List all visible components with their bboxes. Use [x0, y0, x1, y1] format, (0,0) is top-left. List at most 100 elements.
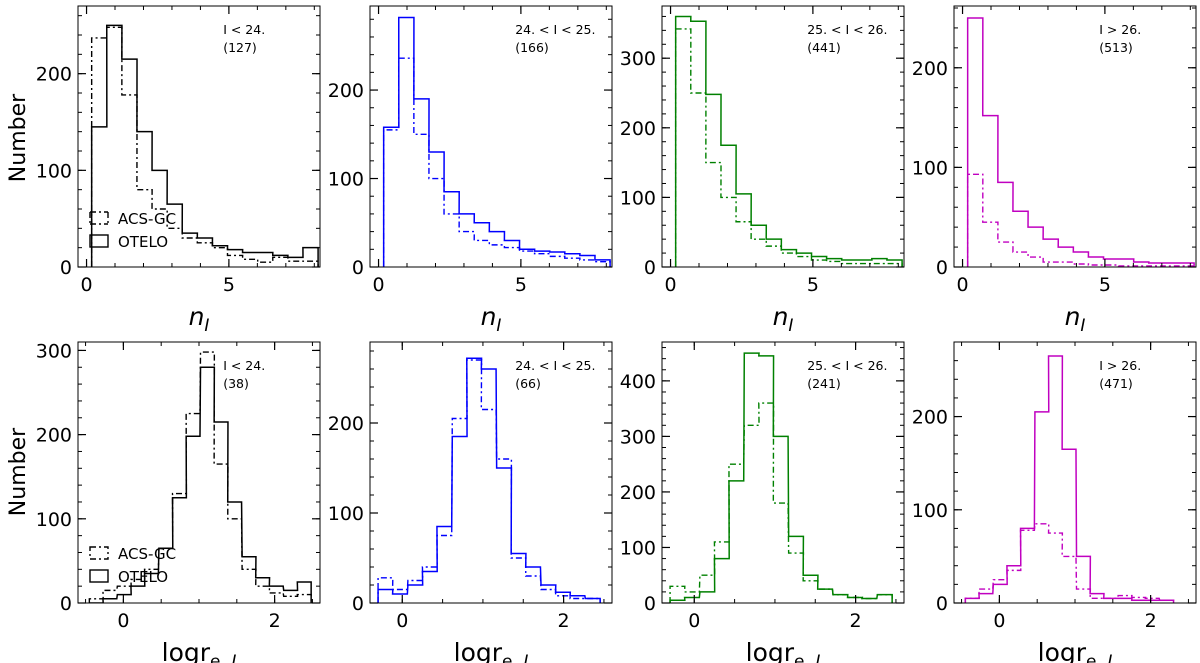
panel-annotation-count: (38) — [223, 376, 249, 391]
y-tick-label: 0 — [936, 257, 948, 279]
y-axis-label-top: Number — [6, 93, 31, 182]
otelo-histogram — [377, 357, 601, 603]
x-axis-label-main: n — [773, 302, 789, 331]
x-axis-label: nI — [481, 302, 502, 336]
x-axis-label-main: n — [1065, 302, 1081, 331]
x-axis-label-main: logr — [1038, 638, 1087, 663]
legend-bottom-left: ACS-GC OTELO — [89, 545, 176, 586]
panel-annotation-count: (513) — [1099, 40, 1133, 55]
panel-frame — [77, 5, 321, 268]
y-tick-label: 200 — [620, 118, 656, 140]
y-tick-label: 0 — [352, 257, 364, 279]
panel-1-1: 0 2 0 100 200 logre, I 24. < I < 25. (66) — [328, 341, 613, 663]
y-tick-label: 200 — [36, 425, 72, 447]
y-tick-label: 200 — [912, 58, 948, 80]
panel-annotation-range: I < 24. — [223, 22, 265, 37]
y-tick-label: 200 — [620, 482, 656, 504]
acs-gc-histogram — [377, 359, 601, 603]
y-tick-label: 100 — [328, 169, 364, 191]
x-tick-label: 5 — [223, 274, 235, 296]
panel-frame — [953, 341, 1197, 604]
legend-otelo-label: OTELO — [118, 233, 168, 251]
x-axis-label: logre, I — [1038, 638, 1113, 663]
histogram-series-group — [966, 17, 1195, 267]
y-tick-label: 100 — [912, 157, 948, 179]
x-axis-label: nI — [773, 302, 794, 336]
x-axis-label-sub: I — [1080, 316, 1085, 336]
legend-acs-label: ACS-GC — [118, 210, 176, 228]
otelo-histogram — [382, 16, 611, 267]
panel-frame — [369, 5, 613, 268]
acs-gc-histogram — [382, 57, 611, 267]
x-axis-label-sub: I — [496, 316, 501, 336]
acs-gc-histogram — [674, 28, 903, 267]
histogram-series-group — [382, 16, 611, 267]
y-tick-label: 0 — [936, 593, 948, 615]
histogram-series-group — [88, 351, 312, 603]
x-axis-label-sub-italic: I — [1107, 652, 1112, 663]
y-tick-label: 0 — [60, 593, 72, 615]
x-axis-label: nI — [189, 302, 210, 336]
y-tick-label: 0 — [352, 593, 364, 615]
x-axis-label-sub-italic: I — [523, 652, 528, 663]
panel-annotation-count: (241) — [807, 376, 841, 391]
x-axis-label-sub-italic: I — [231, 652, 236, 663]
histogram-series-group — [90, 24, 319, 267]
x-axis-label-sub-italic: I — [815, 652, 820, 663]
y-tick-label: 300 — [620, 426, 656, 448]
histogram-series-group — [669, 352, 893, 603]
y-tick-label: 200 — [328, 413, 364, 435]
x-axis-label-sub: I — [788, 316, 793, 336]
panel-frame — [77, 341, 321, 604]
y-tick-label: 100 — [912, 500, 948, 522]
x-axis-label: logre, I — [454, 638, 529, 663]
x-axis-label-sub: e, — [502, 652, 523, 663]
y-axis-label-bottom: Number — [6, 427, 31, 516]
panel-frame — [661, 5, 905, 268]
x-axis-label-main: n — [481, 302, 497, 331]
x-tick-label: 0 — [396, 610, 408, 632]
panel-frame — [369, 341, 613, 604]
x-tick-label: 0 — [664, 274, 676, 296]
x-axis-label-main: logr — [162, 638, 211, 663]
x-tick-label: 0 — [993, 610, 1005, 632]
x-tick-label: 0 — [956, 274, 968, 296]
x-tick-label: 0 — [688, 610, 700, 632]
y-tick-label: 100 — [36, 160, 72, 182]
x-axis-label-sub: e, — [794, 652, 815, 663]
y-tick-label: 200 — [36, 64, 72, 86]
panel-annotation-range: 25. < I < 26. — [807, 358, 887, 373]
x-axis-label-main: logr — [746, 638, 795, 663]
x-tick-label: 5 — [515, 274, 527, 296]
acs-gc-histogram — [88, 351, 312, 603]
x-tick-label: 2 — [269, 610, 281, 632]
panel-annotation-range: I > 26. — [1099, 358, 1141, 373]
y-tick-label: 0 — [644, 257, 656, 279]
y-tick-label: 100 — [620, 537, 656, 559]
panel-annotation-range: 24. < I < 25. — [515, 22, 595, 37]
y-tick-label: 0 — [644, 593, 656, 615]
acs-gc-histogram — [669, 402, 893, 603]
histogram-series-group — [674, 15, 903, 267]
legend-otelo-swatch — [89, 234, 109, 248]
otelo-histogram — [669, 352, 893, 603]
panel-1-3: 0 2 0 100 200 logre, I I > 26. (471) — [912, 341, 1197, 663]
x-tick-label: 5 — [1099, 274, 1111, 296]
x-tick-label: 0 — [80, 274, 92, 296]
acs-gc-histogram — [964, 523, 1175, 603]
y-tick-label: 400 — [620, 371, 656, 393]
acs-gc-histogram — [90, 26, 319, 267]
y-tick-label: 100 — [328, 503, 364, 525]
y-tick-label: 300 — [620, 48, 656, 70]
x-axis-label-sub: I — [204, 316, 209, 336]
panel-annotation-range: 25. < I < 26. — [807, 22, 887, 37]
otelo-histogram — [90, 24, 319, 267]
x-tick-label: 2 — [1145, 610, 1157, 632]
legend-top-left: ACS-GC OTELO — [89, 210, 176, 251]
panel-1-0: 0 2 0 100 200 300 logre, I I < 24. (38) — [36, 340, 321, 663]
x-tick-label: 2 — [850, 610, 862, 632]
